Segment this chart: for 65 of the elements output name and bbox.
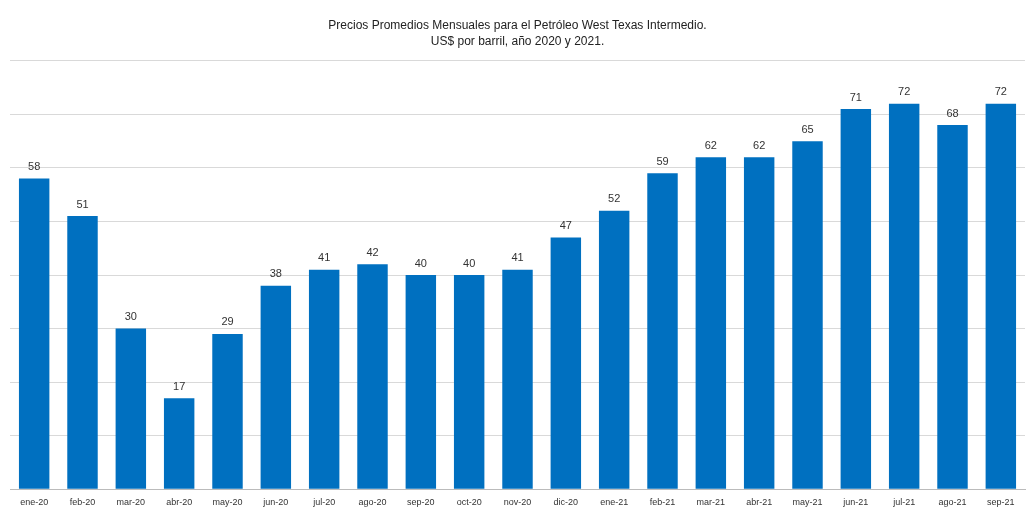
data-label: 29 — [221, 315, 234, 328]
bar — [985, 103, 1017, 489]
data-label: 47 — [559, 219, 572, 232]
bar — [937, 125, 968, 489]
chart-title: Precios Promedios Mensuales para el Petróleo West Texas Intermedio. — [328, 17, 707, 32]
bar — [840, 109, 872, 489]
bar — [792, 141, 823, 489]
data-label: 41 — [511, 251, 524, 264]
data-label: 72 — [898, 85, 911, 98]
x-tick-label: jun-20 — [262, 497, 289, 508]
bar — [357, 264, 388, 489]
bar — [647, 173, 678, 489]
bar — [598, 210, 630, 489]
x-tick-label: dic-20 — [553, 497, 579, 508]
chart-subtitle: US$ por barril, año 2020 y 2021. — [430, 33, 605, 48]
x-tick-label: abr-20 — [166, 497, 193, 508]
data-label: 72 — [994, 85, 1007, 98]
x-tick-label: ene-20 — [20, 497, 49, 508]
bar — [260, 285, 292, 489]
x-tick-label: sep-21 — [987, 497, 1015, 508]
data-label: 62 — [753, 138, 766, 151]
data-label: 17 — [173, 379, 186, 392]
x-tick-label: mar-20 — [116, 497, 146, 508]
bar — [18, 178, 50, 489]
data-label: 62 — [704, 138, 717, 151]
x-tick-label: jul-20 — [312, 497, 336, 508]
data-label: 30 — [124, 310, 137, 323]
bar — [550, 237, 582, 489]
bar — [308, 269, 340, 489]
data-label: 38 — [269, 267, 282, 280]
data-label: 59 — [656, 154, 669, 167]
x-tick-label: feb-21 — [649, 497, 676, 508]
x-tick-label: sep-20 — [407, 497, 435, 508]
data-label: 51 — [76, 197, 89, 210]
bar — [888, 103, 920, 489]
bar — [115, 328, 147, 489]
data-label: 58 — [28, 160, 41, 173]
bar — [163, 398, 195, 489]
x-tick-label: jun-21 — [842, 497, 869, 508]
x-tick-label: oct-20 — [456, 497, 482, 508]
x-tick-label: may-21 — [792, 497, 823, 508]
x-tick-label: may-20 — [212, 497, 243, 508]
data-label: 52 — [608, 192, 621, 205]
bar — [743, 157, 775, 489]
x-tick-label: mar-21 — [696, 497, 726, 508]
bar — [212, 333, 243, 489]
x-tick-label: ene-21 — [600, 497, 629, 508]
x-tick-label: jul-21 — [892, 497, 916, 508]
data-label: 40 — [414, 256, 427, 269]
data-label: 40 — [463, 256, 476, 269]
bar — [502, 269, 533, 489]
data-label: 65 — [801, 122, 814, 135]
x-tick-label: feb-20 — [69, 497, 96, 508]
data-label: 41 — [318, 251, 331, 264]
x-tick-label: ago-21 — [938, 497, 967, 508]
data-label: 68 — [946, 106, 959, 119]
data-label: 71 — [849, 90, 862, 103]
x-tick-label: ago-20 — [358, 497, 387, 508]
bar — [405, 275, 437, 489]
x-tick-label: nov-20 — [503, 497, 532, 508]
bar — [67, 216, 98, 489]
data-label: 42 — [366, 245, 379, 258]
bar — [453, 275, 485, 489]
bar — [695, 157, 727, 489]
x-tick-label: abr-21 — [746, 497, 773, 508]
